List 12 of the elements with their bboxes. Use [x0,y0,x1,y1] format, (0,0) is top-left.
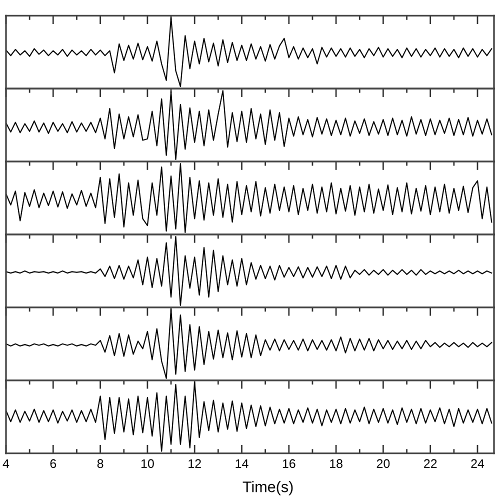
x-axis-title: Time(s) [242,481,293,496]
x-tick-label: 4 [2,459,10,468]
x-tick-label: 16 [282,459,296,468]
x-tick-label: 20 [376,459,390,468]
x-tick-label: 14 [236,459,248,468]
x-tick-label: 22 [424,459,437,468]
x-tick-label: 6 [50,459,56,468]
x-tick-label: 18 [330,459,342,468]
x-tick-label: 24 [471,459,484,468]
x-tick-label: 10 [141,459,154,468]
x-tick-label: 8 [97,459,104,468]
x-tick-label: 12 [188,459,201,468]
